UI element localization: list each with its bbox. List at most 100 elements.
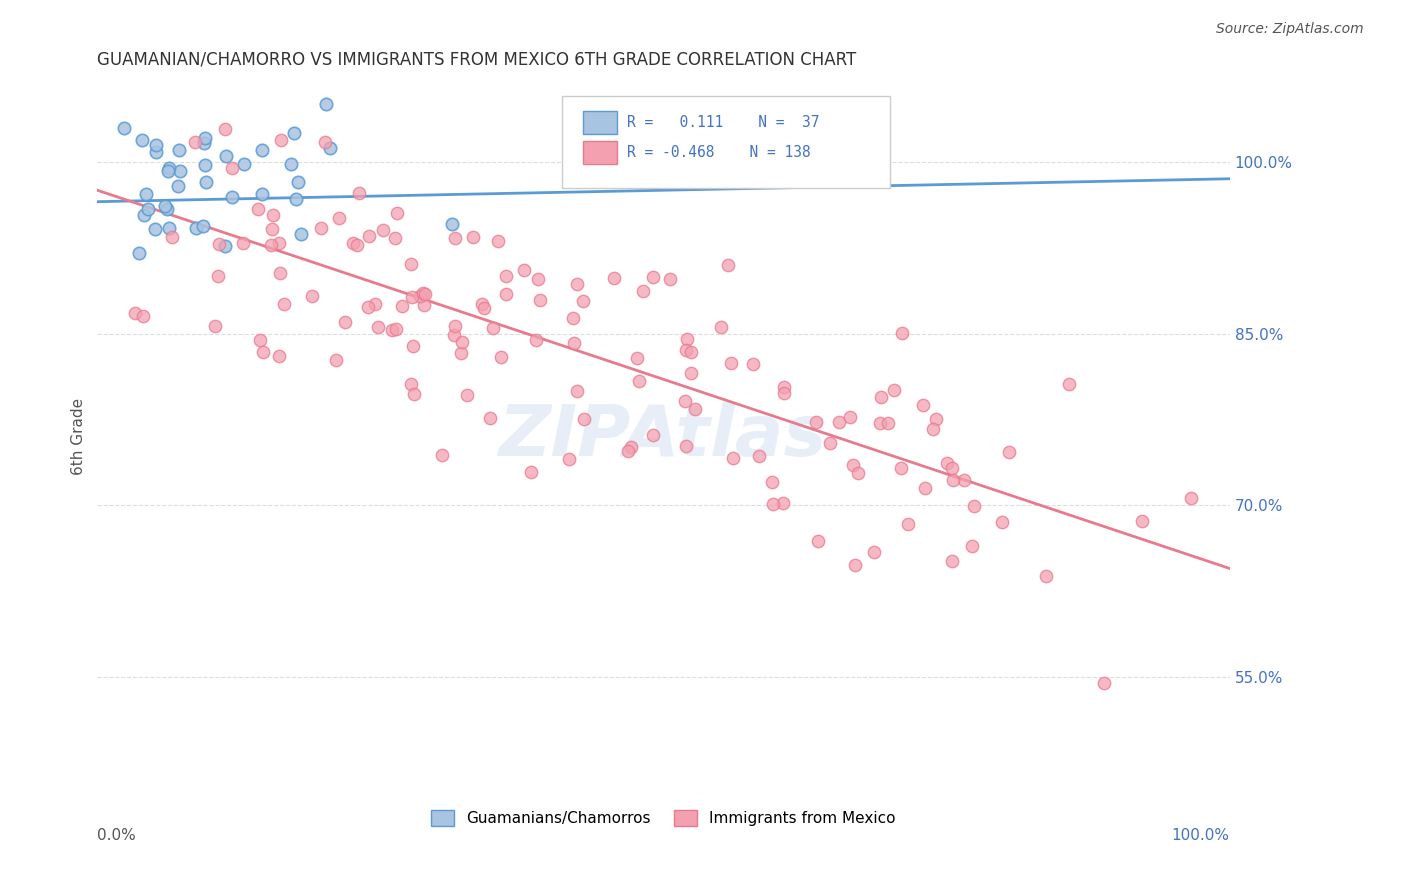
- Point: [838, 410, 860, 425]
- Point: [384, 231, 406, 245]
- Point: [367, 320, 389, 334]
- Point: [772, 496, 794, 510]
- Point: [401, 290, 423, 304]
- Point: [710, 320, 733, 334]
- Point: [761, 475, 783, 489]
- Point: [471, 297, 494, 311]
- Point: [252, 143, 274, 157]
- Point: [603, 271, 626, 285]
- Point: [214, 239, 236, 253]
- Point: [311, 221, 333, 235]
- Point: [160, 230, 183, 244]
- Point: [283, 126, 305, 140]
- Point: [804, 415, 827, 429]
- Point: [183, 135, 205, 149]
- Point: [357, 300, 380, 314]
- Point: [870, 390, 893, 404]
- Point: [659, 272, 682, 286]
- Point: [380, 323, 402, 337]
- Point: [193, 219, 215, 234]
- Point: [402, 339, 425, 353]
- Point: [482, 320, 505, 334]
- Point: [807, 534, 830, 549]
- Text: ZIPAtlas: ZIPAtlas: [499, 402, 828, 471]
- Point: [717, 258, 740, 272]
- Point: [373, 223, 395, 237]
- Point: [194, 175, 217, 189]
- Point: [489, 351, 512, 365]
- Point: [443, 327, 465, 342]
- Text: Source: ZipAtlas.com: Source: ZipAtlas.com: [1216, 22, 1364, 37]
- Point: [643, 269, 665, 284]
- Point: [412, 285, 434, 300]
- Point: [314, 135, 336, 149]
- Point: [262, 222, 284, 236]
- Point: [844, 558, 866, 572]
- Point: [204, 318, 226, 333]
- Point: [472, 301, 495, 315]
- Point: [262, 208, 284, 222]
- Point: [558, 452, 581, 467]
- Point: [846, 466, 869, 480]
- Point: [869, 417, 891, 431]
- Point: [135, 187, 157, 202]
- Point: [997, 445, 1019, 459]
- FancyBboxPatch shape: [583, 141, 617, 164]
- Point: [617, 443, 640, 458]
- Point: [914, 481, 936, 495]
- Point: [252, 186, 274, 201]
- Text: 0.0%: 0.0%: [97, 828, 136, 843]
- Point: [897, 517, 920, 532]
- Point: [124, 306, 146, 320]
- Point: [842, 458, 865, 472]
- Point: [128, 245, 150, 260]
- Point: [409, 289, 432, 303]
- Point: [214, 122, 236, 136]
- Point: [495, 268, 517, 283]
- Point: [962, 499, 984, 513]
- Legend: Guamanians/Chamorros, Immigrants from Mexico: Guamanians/Chamorros, Immigrants from Me…: [423, 803, 903, 834]
- Point: [495, 286, 517, 301]
- Point: [221, 161, 243, 175]
- Point: [450, 346, 472, 360]
- Point: [131, 133, 153, 147]
- Point: [269, 349, 291, 363]
- Point: [562, 310, 585, 325]
- Point: [143, 222, 166, 236]
- Point: [145, 138, 167, 153]
- Point: [773, 380, 796, 394]
- Point: [890, 461, 912, 475]
- Point: [571, 293, 593, 308]
- Point: [762, 498, 785, 512]
- Point: [962, 539, 984, 553]
- Point: [413, 286, 436, 301]
- Point: [207, 269, 229, 284]
- Point: [679, 345, 702, 359]
- Point: [641, 428, 664, 442]
- Point: [328, 211, 350, 226]
- Point: [319, 141, 342, 155]
- Point: [325, 353, 347, 368]
- Point: [935, 456, 957, 470]
- Point: [818, 436, 841, 450]
- Point: [399, 377, 422, 392]
- Point: [876, 416, 898, 430]
- Point: [942, 473, 965, 487]
- Point: [675, 332, 697, 346]
- Point: [346, 238, 368, 252]
- Point: [156, 202, 179, 216]
- Point: [631, 285, 654, 299]
- Point: [280, 157, 302, 171]
- Y-axis label: 6th Grade: 6th Grade: [72, 398, 86, 475]
- Point: [290, 227, 312, 241]
- Point: [520, 465, 543, 479]
- Point: [952, 473, 974, 487]
- Point: [153, 199, 176, 213]
- Text: R =   0.111    N =  37: R = 0.111 N = 37: [627, 115, 820, 130]
- Point: [269, 235, 291, 250]
- Point: [233, 156, 256, 170]
- Point: [342, 235, 364, 250]
- FancyBboxPatch shape: [583, 112, 617, 134]
- Point: [1180, 491, 1202, 505]
- Point: [145, 145, 167, 160]
